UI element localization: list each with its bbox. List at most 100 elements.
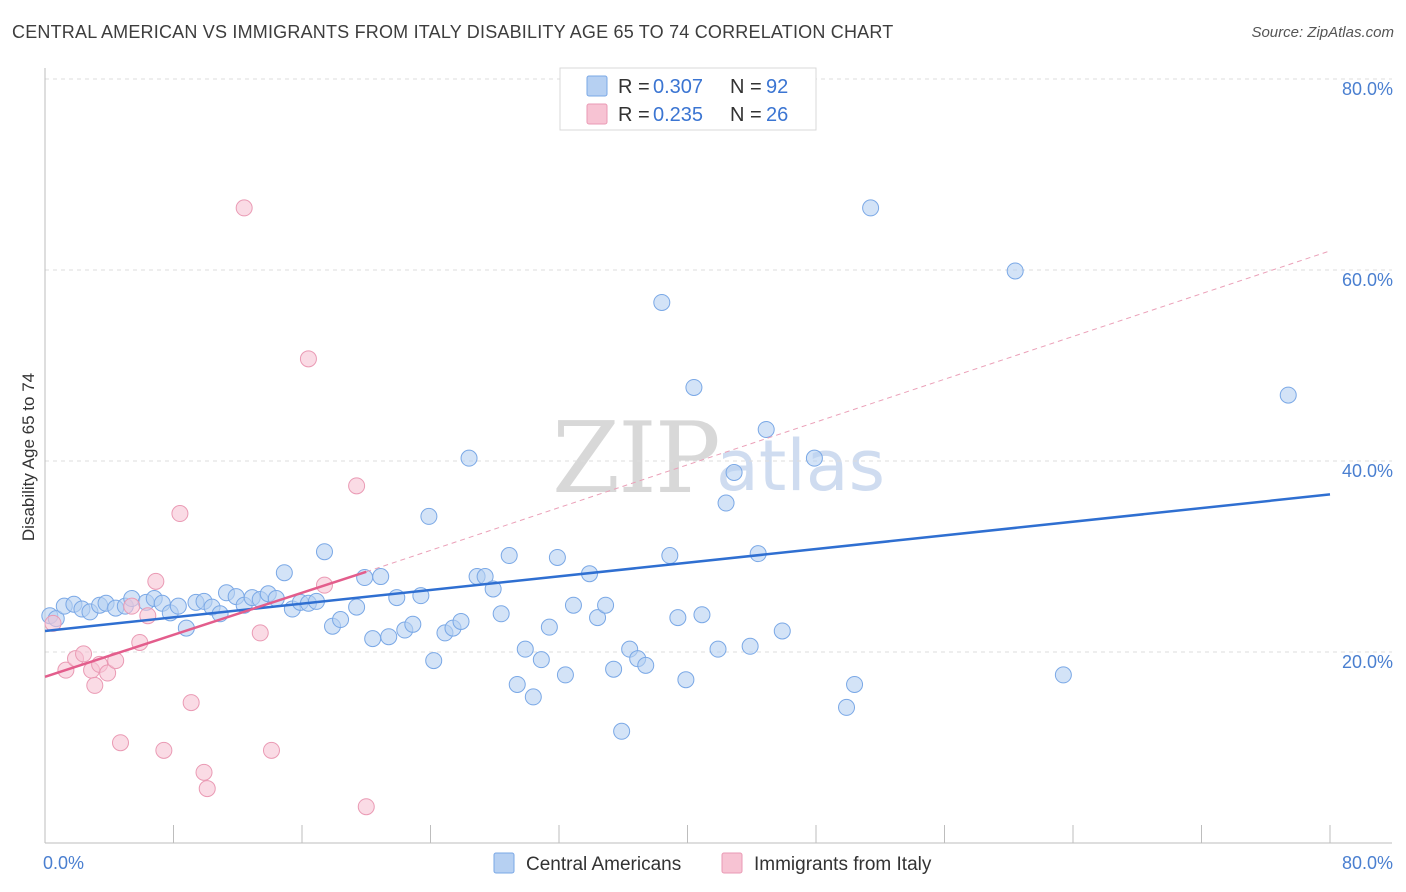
point-central-americans bbox=[548, 548, 566, 566]
watermark-atlas: atlas bbox=[716, 425, 885, 507]
point-immigrants-from-italy bbox=[99, 664, 117, 682]
point-central-americans bbox=[693, 606, 711, 624]
point-immigrants-from-italy bbox=[357, 798, 375, 816]
point-central-americans bbox=[773, 622, 791, 640]
point-central-americans bbox=[500, 547, 518, 565]
point-immigrants-from-italy bbox=[86, 676, 104, 694]
point-central-americans bbox=[589, 609, 607, 627]
point-central-americans bbox=[532, 651, 550, 669]
point-central-americans bbox=[717, 494, 735, 512]
bottom-legend-label-central-americans: Central Americans bbox=[526, 854, 681, 875]
point-immigrants-from-italy bbox=[235, 199, 253, 217]
trend-line-immigrants-from-italy bbox=[44, 570, 367, 679]
axes bbox=[44, 68, 1392, 844]
point-central-americans bbox=[613, 722, 631, 740]
point-central-americans bbox=[661, 547, 679, 565]
point-central-americans bbox=[862, 199, 880, 217]
bottom-legend: Central Americans Immigrants from Italy bbox=[493, 852, 932, 875]
point-immigrants-from-italy bbox=[195, 763, 213, 781]
tick-labels: 20.0% 40.0% 60.0% 80.0% 0.0% 80.0% bbox=[43, 79, 1393, 873]
y-tick-label: 80.0% bbox=[1342, 79, 1393, 99]
point-central-americans bbox=[838, 698, 856, 716]
point-central-americans bbox=[275, 564, 293, 582]
point-central-americans bbox=[677, 671, 695, 689]
point-immigrants-from-italy bbox=[171, 505, 189, 523]
point-central-americans bbox=[332, 611, 350, 629]
y-axis-label: Disability Age 65 to 74 bbox=[19, 373, 38, 541]
gridlines bbox=[45, 78, 1392, 653]
bottom-legend-swatch-central-americans bbox=[493, 852, 515, 874]
point-immigrants-from-italy bbox=[198, 780, 216, 798]
point-central-americans bbox=[516, 640, 534, 658]
point-central-americans bbox=[1054, 666, 1072, 684]
point-immigrants-from-italy bbox=[251, 624, 269, 642]
x-tick-label: 0.0% bbox=[43, 853, 84, 873]
point-immigrants-from-italy bbox=[348, 477, 366, 495]
bottom-legend-swatch-immigrants-from-italy bbox=[721, 852, 743, 874]
legend-swatch-central-americans bbox=[586, 75, 608, 97]
point-central-americans bbox=[709, 640, 727, 658]
point-central-americans bbox=[605, 660, 623, 678]
chart-title: CENTRAL AMERICAN VS IMMIGRANTS FROM ITAL… bbox=[12, 22, 894, 42]
point-central-americans bbox=[637, 656, 655, 674]
point-central-americans bbox=[653, 293, 671, 311]
point-central-americans bbox=[348, 598, 366, 616]
point-central-americans bbox=[452, 612, 470, 630]
point-central-americans bbox=[380, 628, 398, 646]
legend-r-value: 0.235 bbox=[653, 104, 703, 126]
point-central-americans bbox=[364, 630, 382, 648]
point-immigrants-from-italy bbox=[75, 645, 93, 663]
point-immigrants-from-italy bbox=[111, 734, 129, 752]
legend-n-label: N = bbox=[730, 104, 762, 126]
scatter-points bbox=[41, 199, 1297, 816]
x-tick-label: 80.0% bbox=[1342, 853, 1393, 873]
point-central-americans bbox=[1006, 262, 1024, 280]
legend-r-label: R = bbox=[618, 76, 650, 98]
point-central-americans bbox=[597, 596, 615, 614]
point-central-americans bbox=[169, 597, 187, 615]
legend-r-value: 0.307 bbox=[653, 76, 703, 98]
y-tick-label: 20.0% bbox=[1342, 652, 1393, 672]
bottom-legend-label-immigrants-from-italy: Immigrants from Italy bbox=[754, 854, 932, 875]
point-immigrants-from-italy bbox=[182, 694, 200, 712]
point-central-americans bbox=[460, 449, 478, 467]
legend-n-value: 92 bbox=[766, 76, 788, 98]
point-central-americans bbox=[556, 666, 574, 684]
point-central-americans bbox=[669, 609, 687, 627]
legend-swatch-immigrants-from-italy bbox=[586, 103, 608, 125]
point-central-americans bbox=[685, 378, 703, 396]
point-central-americans bbox=[805, 449, 823, 467]
point-immigrants-from-italy bbox=[123, 597, 141, 615]
point-central-americans bbox=[404, 615, 422, 633]
point-central-americans bbox=[846, 675, 864, 693]
point-central-americans bbox=[425, 652, 443, 670]
watermark-zip: ZIP bbox=[552, 402, 719, 516]
point-immigrants-from-italy bbox=[262, 741, 280, 759]
point-central-americans bbox=[741, 637, 759, 655]
y-tick-label: 40.0% bbox=[1342, 461, 1393, 481]
point-central-americans bbox=[564, 596, 582, 614]
point-central-americans bbox=[315, 543, 333, 561]
point-immigrants-from-italy bbox=[155, 741, 173, 759]
point-central-americans bbox=[757, 420, 775, 438]
legend-r-label: R = bbox=[618, 104, 650, 126]
legend-n-label: N = bbox=[730, 76, 762, 98]
source-label: Source: ZipAtlas.com bbox=[1251, 24, 1394, 41]
y-tick-label: 60.0% bbox=[1342, 270, 1393, 290]
legend-n-value: 26 bbox=[766, 104, 788, 126]
trend-line-central-americans bbox=[44, 493, 1331, 633]
point-central-americans bbox=[420, 507, 438, 525]
point-central-americans bbox=[492, 605, 510, 623]
point-central-americans bbox=[540, 618, 558, 636]
legend: R = 0.307 N = 92 R = 0.235 N = 26 bbox=[559, 67, 817, 131]
trend-extension-immigrants-from-italy bbox=[366, 250, 1331, 573]
point-central-americans bbox=[524, 688, 542, 706]
point-central-americans bbox=[372, 568, 390, 586]
point-immigrants-from-italy bbox=[147, 572, 165, 590]
point-immigrants-from-italy bbox=[299, 350, 317, 368]
watermark: ZIP atlas bbox=[552, 402, 885, 516]
point-central-americans bbox=[508, 675, 526, 693]
point-central-americans bbox=[1279, 386, 1297, 404]
trend-lines bbox=[44, 250, 1331, 679]
